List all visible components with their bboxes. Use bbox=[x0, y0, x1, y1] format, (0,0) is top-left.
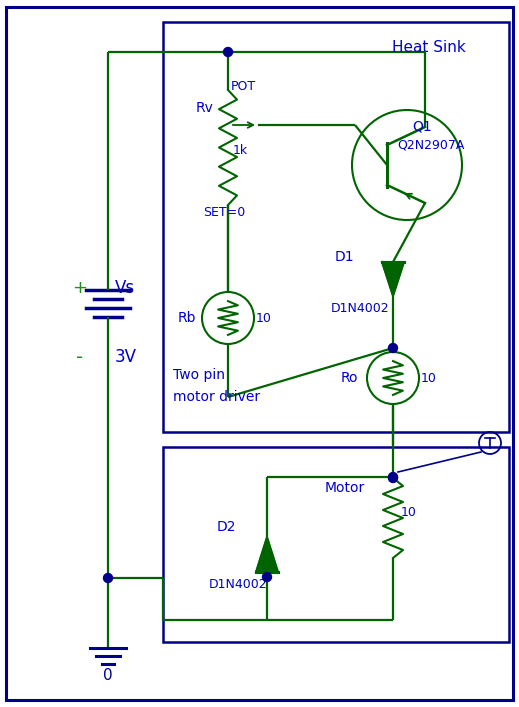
Text: +: + bbox=[73, 279, 88, 297]
Text: 1k: 1k bbox=[233, 144, 248, 156]
Text: D1N4002: D1N4002 bbox=[331, 301, 390, 315]
Text: Rb: Rb bbox=[178, 311, 197, 325]
Text: 10: 10 bbox=[421, 371, 437, 385]
Text: D1: D1 bbox=[335, 250, 354, 264]
Circle shape bbox=[389, 474, 398, 482]
Text: motor driver: motor driver bbox=[173, 390, 260, 404]
Circle shape bbox=[263, 573, 271, 581]
Text: SET=0: SET=0 bbox=[203, 206, 245, 219]
Text: Two pin: Two pin bbox=[173, 368, 225, 382]
Text: 10: 10 bbox=[401, 506, 417, 520]
Circle shape bbox=[103, 573, 113, 583]
Text: 10: 10 bbox=[256, 312, 272, 325]
Circle shape bbox=[389, 472, 398, 481]
Text: D2: D2 bbox=[217, 520, 237, 534]
Polygon shape bbox=[382, 262, 404, 296]
Text: Motor: Motor bbox=[325, 481, 365, 495]
Text: Q2N2907A: Q2N2907A bbox=[397, 139, 465, 151]
Text: Vs: Vs bbox=[115, 279, 135, 297]
Text: Heat Sink: Heat Sink bbox=[392, 40, 466, 56]
Circle shape bbox=[224, 47, 233, 57]
Text: D1N4002: D1N4002 bbox=[209, 578, 268, 590]
Text: 0: 0 bbox=[103, 669, 113, 684]
Text: -: - bbox=[76, 348, 84, 366]
Text: POT: POT bbox=[231, 79, 256, 93]
Text: Rv: Rv bbox=[196, 101, 214, 115]
Polygon shape bbox=[256, 537, 278, 572]
Text: Q1: Q1 bbox=[412, 120, 432, 134]
Circle shape bbox=[389, 344, 398, 353]
Text: Ro: Ro bbox=[341, 371, 359, 385]
Text: 3V: 3V bbox=[115, 348, 137, 366]
